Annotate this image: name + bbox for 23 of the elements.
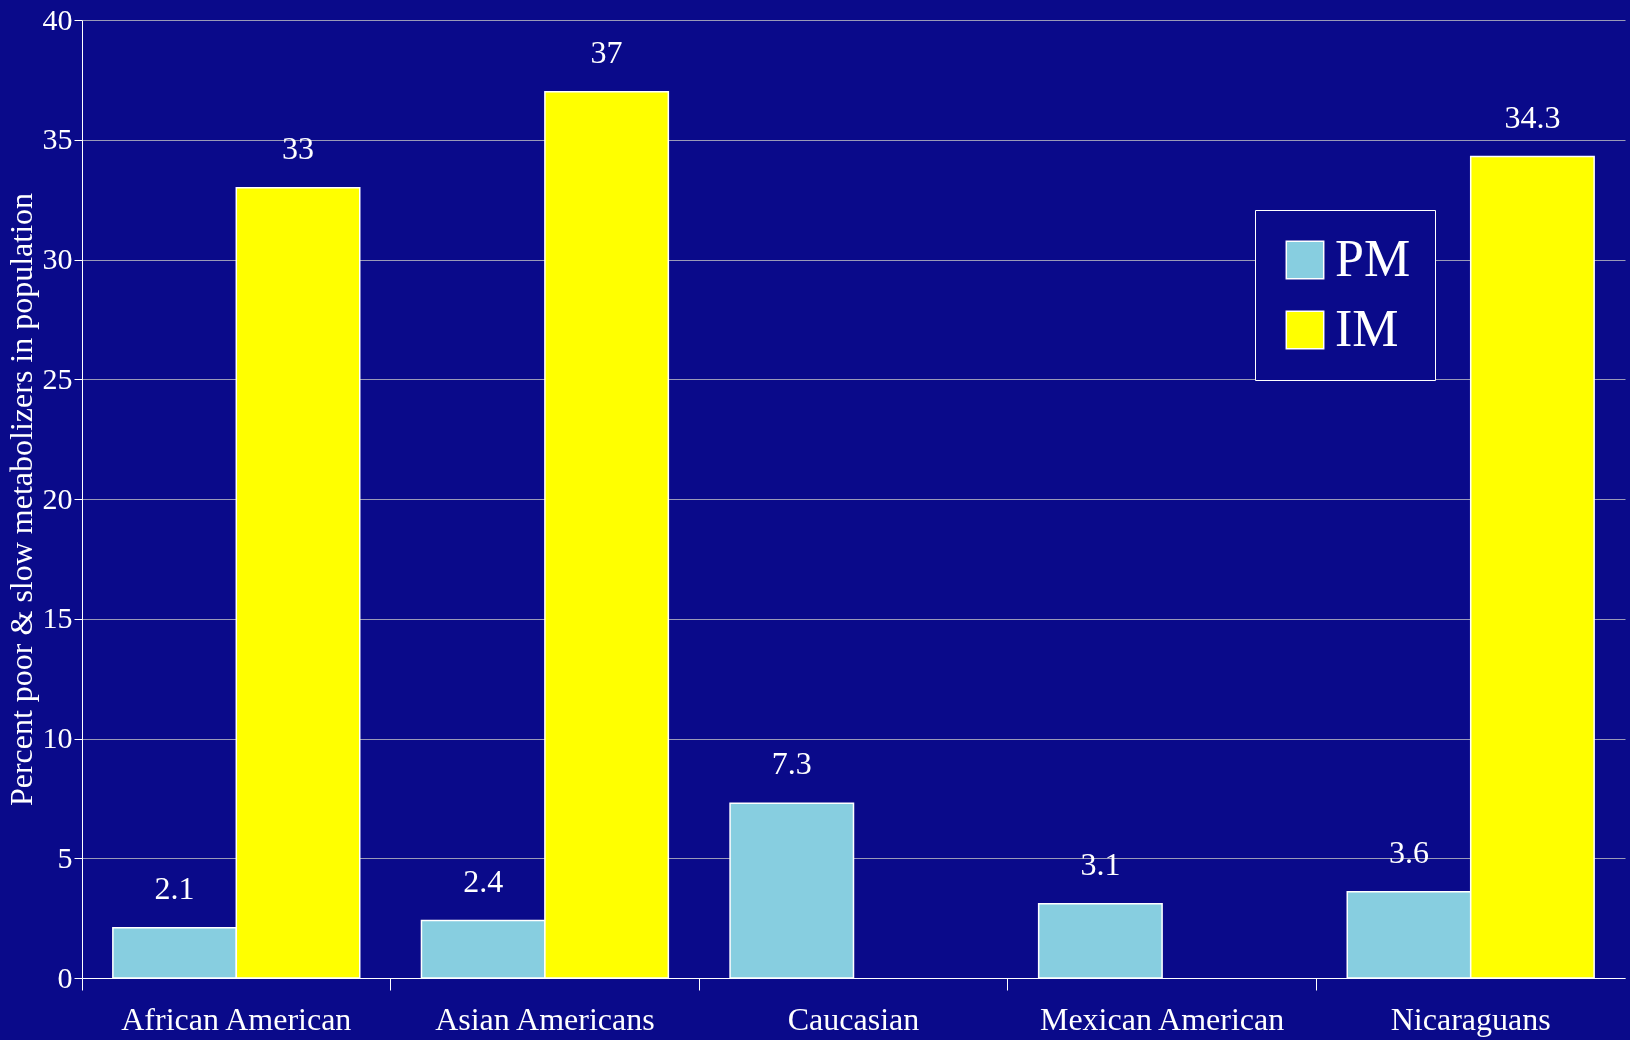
x-tick-label: Caucasian <box>787 1000 920 1037</box>
legend-label: IM <box>1335 300 1399 357</box>
y-tick-label: 20 <box>42 481 73 515</box>
y-axis-title: Percent poor & slow metabolizers in population <box>2 192 39 807</box>
y-tick-label: 10 <box>42 721 73 754</box>
y-tick-label: 25 <box>42 361 73 395</box>
x-tick-label: Asian Americans <box>435 1000 655 1037</box>
x-tick-label: African American <box>121 1000 352 1037</box>
x-tick-label: Mexican American <box>1039 1000 1285 1037</box>
y-tick-label: 5 <box>57 840 73 874</box>
data-label: 2.1 <box>154 869 195 906</box>
y-tick-label: 15 <box>42 601 73 635</box>
data-label: 2.4 <box>463 862 504 899</box>
data-label: 34.3 <box>1504 98 1561 135</box>
data-label: 33 <box>282 129 315 166</box>
x-tick-label: Nicaraguans <box>1390 1000 1551 1037</box>
y-tick-label: 30 <box>42 242 73 275</box>
y-tick-label: 40 <box>42 2 73 36</box>
data-label: 37 <box>590 33 623 70</box>
y-tick-label: 35 <box>42 122 73 156</box>
legend-label: PM <box>1335 230 1411 287</box>
y-tick-label: 0 <box>57 960 73 994</box>
data-label: 7.3 <box>771 745 812 782</box>
